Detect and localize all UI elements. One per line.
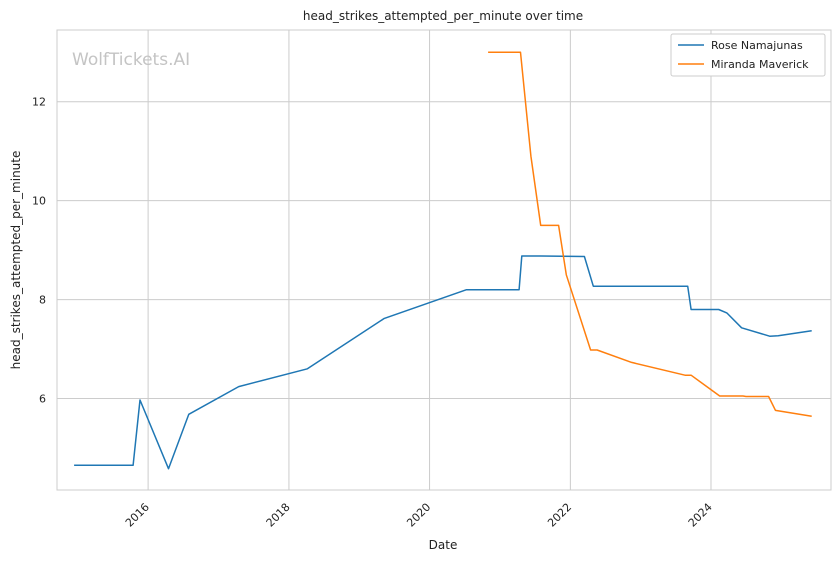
chart-title: head_strikes_attempted_per_minute over t… <box>303 9 583 23</box>
watermark: WolfTickets.AI <box>72 50 190 70</box>
y-tick-label: 10 <box>32 195 46 208</box>
x-axis-label: Date <box>429 538 458 552</box>
plot-frame <box>56 29 832 491</box>
y-axis-label: head_strikes_attempted_per_minute <box>9 151 23 370</box>
legend: Rose Namajunas Miranda Maverick <box>670 33 826 77</box>
y-tick-label: 6 <box>39 392 46 405</box>
legend-label: Miranda Maverick <box>711 58 809 71</box>
series-line-0 <box>74 255 812 470</box>
x-tick-label: 2020 <box>404 501 433 530</box>
x-tick-label: 2024 <box>686 501 715 530</box>
grid <box>57 30 831 490</box>
y-tick-labels: 6 8 10 12 <box>32 96 46 406</box>
series-line-1 <box>488 51 812 418</box>
plot-area: 2016 2018 2020 2022 2024 6 8 10 12 WolfTickets.… <box>32 29 832 530</box>
series-lines <box>74 51 812 470</box>
x-tick-label: 2022 <box>545 501 574 530</box>
legend-label: Rose Namajunas <box>711 39 803 52</box>
x-tick-label: 2016 <box>123 501 152 530</box>
legend-box <box>670 33 826 77</box>
x-tick-labels: 2016 2018 2020 2022 2024 <box>123 501 715 530</box>
y-tick-label: 12 <box>32 96 46 109</box>
y-tick-label: 8 <box>39 294 46 307</box>
x-tick-label: 2018 <box>264 501 293 530</box>
